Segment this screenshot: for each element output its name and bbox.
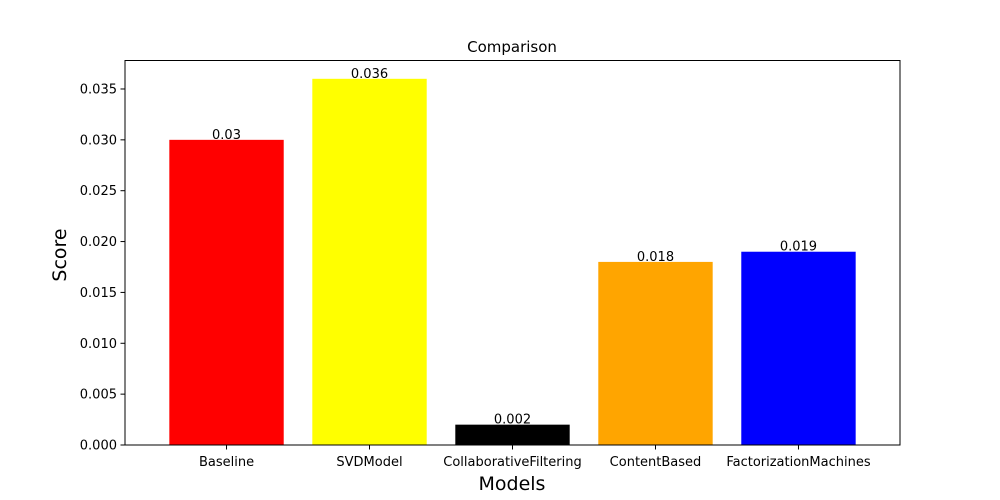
x-tick-label: ContentBased [610,455,702,470]
bar-ContentBased [598,261,713,445]
y-tick-label: 0.020 [80,235,117,250]
bar-FactorizationMachines [741,251,856,445]
data-label-FactorizationMachines: 0.019 [780,240,817,255]
x-tick-label: Baseline [199,455,254,470]
bar-Baseline [169,139,284,446]
x-tick-label: FactorizationMachines [726,455,871,470]
data-label-ContentBased: 0.018 [637,250,674,265]
y-axis-title: Score [49,228,71,281]
data-label-Baseline: 0.03 [212,128,241,143]
data-labels: 0.03 0.036 0.002 0.018 0.019 [212,67,817,428]
y-axis-ticks: 0.000 0.005 0.010 0.015 0.020 0.025 0.030 0.035 [80,82,125,454]
y-tick-label: 0.025 [80,184,117,199]
x-tick-label: CollaborativeFiltering [443,455,581,470]
y-tick-label: 0.005 [80,388,117,403]
bar-CollaborativeFiltering [455,424,570,445]
x-tick-label: SVDModel [336,455,402,470]
chart-title: Comparison [467,38,557,56]
y-tick-label: 0.035 [80,82,117,97]
x-axis-ticks: Baseline SVDModel CollaborativeFiltering Co… [199,445,871,470]
data-label-CollaborativeFiltering: 0.002 [494,413,531,428]
y-tick-label: 0.015 [80,286,117,301]
y-tick-label: 0.030 [80,133,117,148]
y-tick-label: 0.010 [80,337,117,352]
y-tick-label: 0.000 [80,439,117,454]
bar-SVDModel [312,78,427,446]
x-axis-title: Models [479,473,546,495]
plot-frame [124,60,901,446]
data-label-SVDModel: 0.036 [351,67,388,82]
bars-layer [169,78,856,446]
